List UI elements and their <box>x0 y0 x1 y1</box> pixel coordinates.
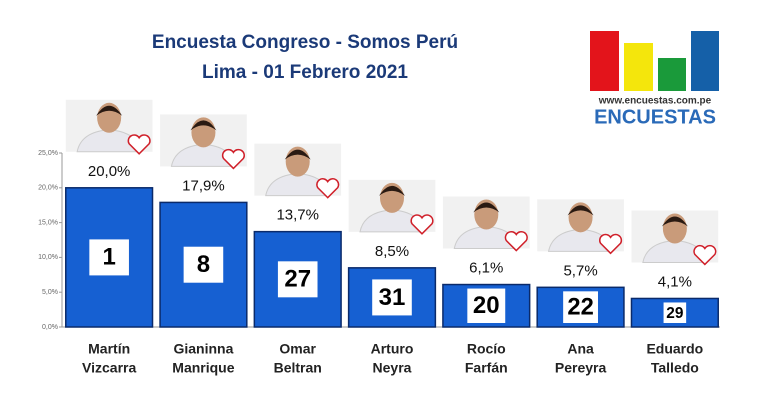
ballot-box <box>663 302 687 323</box>
value-label: 8,5% <box>375 243 409 260</box>
y-tick-label: 10,0% <box>38 254 58 261</box>
ballot-box <box>563 291 598 323</box>
x-tick-label: Rocío <box>467 341 506 357</box>
value-label: 17,9% <box>182 177 225 194</box>
logo-bar <box>658 58 686 91</box>
photo-hair <box>661 216 688 227</box>
party-heart <box>599 233 623 255</box>
x-tick-label: Arturo <box>371 341 414 357</box>
ballot-box <box>277 261 318 298</box>
ballot-number: 1 <box>102 244 115 271</box>
ballot-box <box>183 246 224 283</box>
ballot-box <box>89 239 129 276</box>
ballot-number: 29 <box>666 305 683 322</box>
chart-subtitle: Lima - 01 Febrero 2021 <box>202 62 408 83</box>
x-tick-label: Talledo <box>651 360 699 376</box>
party-heart <box>127 134 151 155</box>
photo-hair <box>473 202 500 213</box>
party-heart <box>221 148 245 170</box>
logo-url: www.encuestas.com.pe <box>598 96 712 107</box>
x-tick-label: Ana <box>567 341 594 357</box>
ballot-number: 31 <box>379 284 406 311</box>
ballot-box <box>467 288 506 323</box>
x-tick-label: Omar <box>279 341 316 357</box>
x-tick-label: Gianinna <box>173 341 233 357</box>
y-tick-label: 20,0% <box>38 185 58 192</box>
value-label: 20,0% <box>88 163 131 180</box>
photo-hair <box>284 149 311 160</box>
value-label: 5,7% <box>563 262 597 279</box>
ballot-box <box>372 279 412 316</box>
x-tick-label: Farfán <box>465 360 508 376</box>
logo-bar <box>590 31 619 91</box>
x-tick-label: Vizcarra <box>82 360 136 376</box>
party-heart <box>410 214 434 235</box>
ballot-number: 8 <box>197 251 210 278</box>
party-heart <box>504 230 528 252</box>
chart-title: Encuesta Congreso - Somos Perú <box>152 32 458 53</box>
ballot-number: 20 <box>473 292 500 319</box>
x-tick-label: Neyra <box>373 360 412 376</box>
photo-hair <box>567 205 594 216</box>
x-tick-label: Pereyra <box>555 360 607 376</box>
party-heart <box>693 244 717 266</box>
x-tick-label: Manrique <box>172 360 234 376</box>
y-tick-label: 25,0% <box>38 150 58 157</box>
x-tick-label: Martín <box>88 341 130 357</box>
ballot-number: 22 <box>567 293 593 320</box>
x-tick-label: Beltran <box>274 360 322 376</box>
logo-name: ENCUESTAS <box>594 106 716 128</box>
logo-bar <box>624 43 653 91</box>
logo-bar <box>691 31 719 91</box>
y-tick-label: 5,0% <box>42 289 58 296</box>
party-heart <box>316 178 340 199</box>
value-label: 13,7% <box>276 207 319 224</box>
x-tick-label: Eduardo <box>646 341 703 357</box>
y-tick-label: 15,0% <box>38 219 58 226</box>
ballot-number: 27 <box>284 266 311 293</box>
value-label: 6,1% <box>469 260 503 277</box>
photo-hair <box>379 185 405 196</box>
y-tick-label: 0,0% <box>42 324 58 331</box>
photo-hair <box>190 120 217 131</box>
value-label: 4,1% <box>658 273 692 290</box>
photo-hair <box>96 105 123 116</box>
logo: www.encuestas.com.pe ENCUESTAS <box>590 31 719 128</box>
